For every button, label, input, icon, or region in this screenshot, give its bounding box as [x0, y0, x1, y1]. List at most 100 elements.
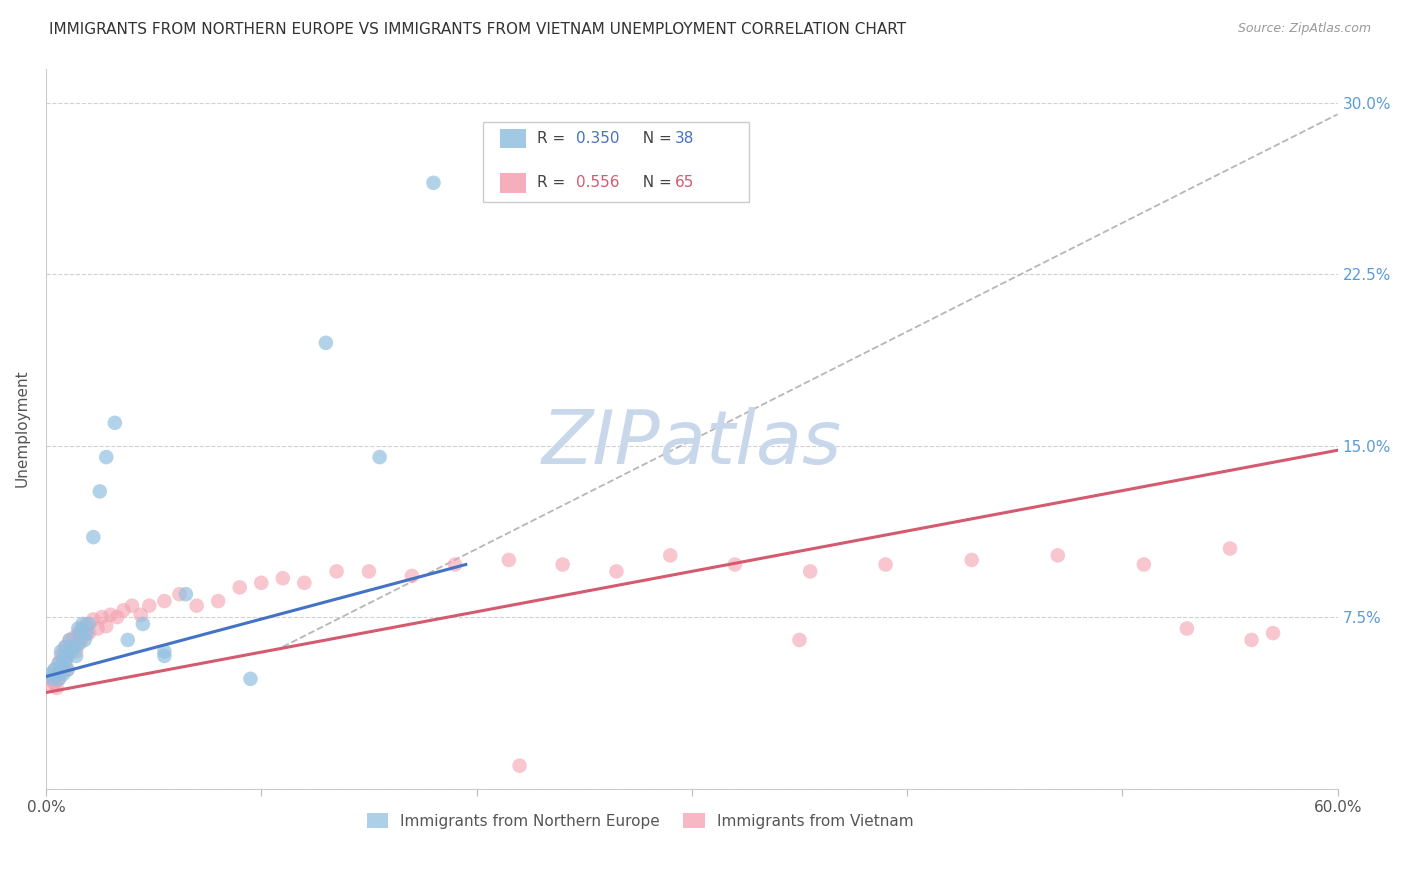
Point: [45, 681, 67, 695]
Point: [91, 610, 114, 624]
Point: [1175, 622, 1198, 636]
Point: [77, 616, 100, 631]
Point: [67, 626, 90, 640]
Text: 0.556: 0.556: [576, 176, 620, 191]
Point: [48, 656, 70, 670]
Point: [129, 607, 152, 622]
Point: [53, 656, 76, 670]
Point: [401, 569, 423, 583]
Text: 38: 38: [675, 131, 695, 146]
Point: [104, 416, 127, 430]
Point: [49, 644, 72, 658]
Point: [63, 640, 86, 654]
Point: [799, 565, 821, 579]
Point: [96, 619, 118, 633]
Legend: Immigrants from Northern Europe, Immigrants from Vietnam: Immigrants from Northern Europe, Immigra…: [361, 807, 920, 835]
Text: N =: N =: [633, 176, 676, 191]
Point: [121, 599, 143, 613]
Point: [48, 672, 70, 686]
Point: [271, 571, 294, 585]
Point: [53, 640, 76, 654]
Point: [82, 530, 104, 544]
Point: [65, 648, 87, 663]
Point: [357, 565, 380, 579]
Y-axis label: Unemployment: Unemployment: [15, 369, 30, 487]
Point: [48, 672, 70, 686]
Point: [551, 558, 574, 572]
Point: [52, 658, 75, 673]
Point: [509, 758, 531, 772]
Point: [207, 594, 229, 608]
Point: [325, 565, 347, 579]
Point: [875, 558, 897, 572]
Point: [63, 631, 86, 645]
Point: [174, 587, 197, 601]
Point: [292, 575, 315, 590]
Point: [681, 164, 703, 178]
Point: [44, 663, 66, 677]
Point: [73, 628, 96, 642]
Point: [52, 651, 75, 665]
Point: [228, 580, 250, 594]
Point: [53, 640, 76, 654]
Point: [44, 663, 66, 677]
Point: [67, 622, 90, 636]
Point: [153, 594, 176, 608]
Point: [724, 558, 747, 572]
Point: [59, 632, 82, 647]
Point: [73, 632, 96, 647]
Point: [153, 648, 176, 663]
Point: [45, 667, 67, 681]
Point: [49, 648, 72, 663]
Point: [498, 553, 520, 567]
Bar: [501, 128, 526, 148]
Point: [186, 599, 208, 613]
Point: [105, 610, 128, 624]
Bar: [501, 173, 526, 193]
Point: [41, 672, 63, 686]
Point: [132, 616, 155, 631]
Text: N =: N =: [633, 131, 676, 146]
Point: [65, 644, 87, 658]
Point: [56, 648, 79, 663]
Point: [76, 626, 98, 640]
Point: [60, 644, 83, 658]
Point: [69, 635, 91, 649]
Text: 65: 65: [675, 176, 695, 191]
Point: [56, 663, 79, 677]
Point: [53, 653, 76, 667]
Point: [659, 549, 682, 563]
Point: [169, 587, 191, 601]
Point: [39, 667, 62, 681]
Point: [1240, 632, 1263, 647]
Point: [960, 553, 983, 567]
Point: [59, 632, 82, 647]
Point: [52, 667, 75, 681]
Point: [422, 176, 444, 190]
Point: [789, 632, 811, 647]
Point: [138, 599, 160, 613]
Point: [56, 663, 79, 677]
Text: 0.350: 0.350: [576, 131, 620, 146]
Point: [1219, 541, 1241, 556]
Point: [69, 626, 91, 640]
Point: [112, 603, 135, 617]
Text: Source: ZipAtlas.com: Source: ZipAtlas.com: [1237, 22, 1371, 36]
Point: [605, 565, 627, 579]
Text: R =: R =: [537, 176, 569, 191]
Point: [1133, 558, 1156, 572]
Point: [52, 644, 75, 658]
Point: [72, 622, 94, 636]
Point: [49, 663, 72, 677]
Point: [368, 450, 391, 464]
Point: [39, 672, 62, 686]
Point: [153, 644, 176, 658]
Text: IMMIGRANTS FROM NORTHERN EUROPE VS IMMIGRANTS FROM VIETNAM UNEMPLOYMENT CORRELAT: IMMIGRANTS FROM NORTHERN EUROPE VS IMMIG…: [49, 22, 907, 37]
Point: [56, 648, 79, 663]
Point: [1261, 626, 1284, 640]
Point: [67, 638, 90, 652]
Point: [48, 656, 70, 670]
FancyBboxPatch shape: [484, 122, 749, 202]
Text: ZIPatlas: ZIPatlas: [541, 407, 842, 479]
Text: R =: R =: [537, 131, 569, 146]
